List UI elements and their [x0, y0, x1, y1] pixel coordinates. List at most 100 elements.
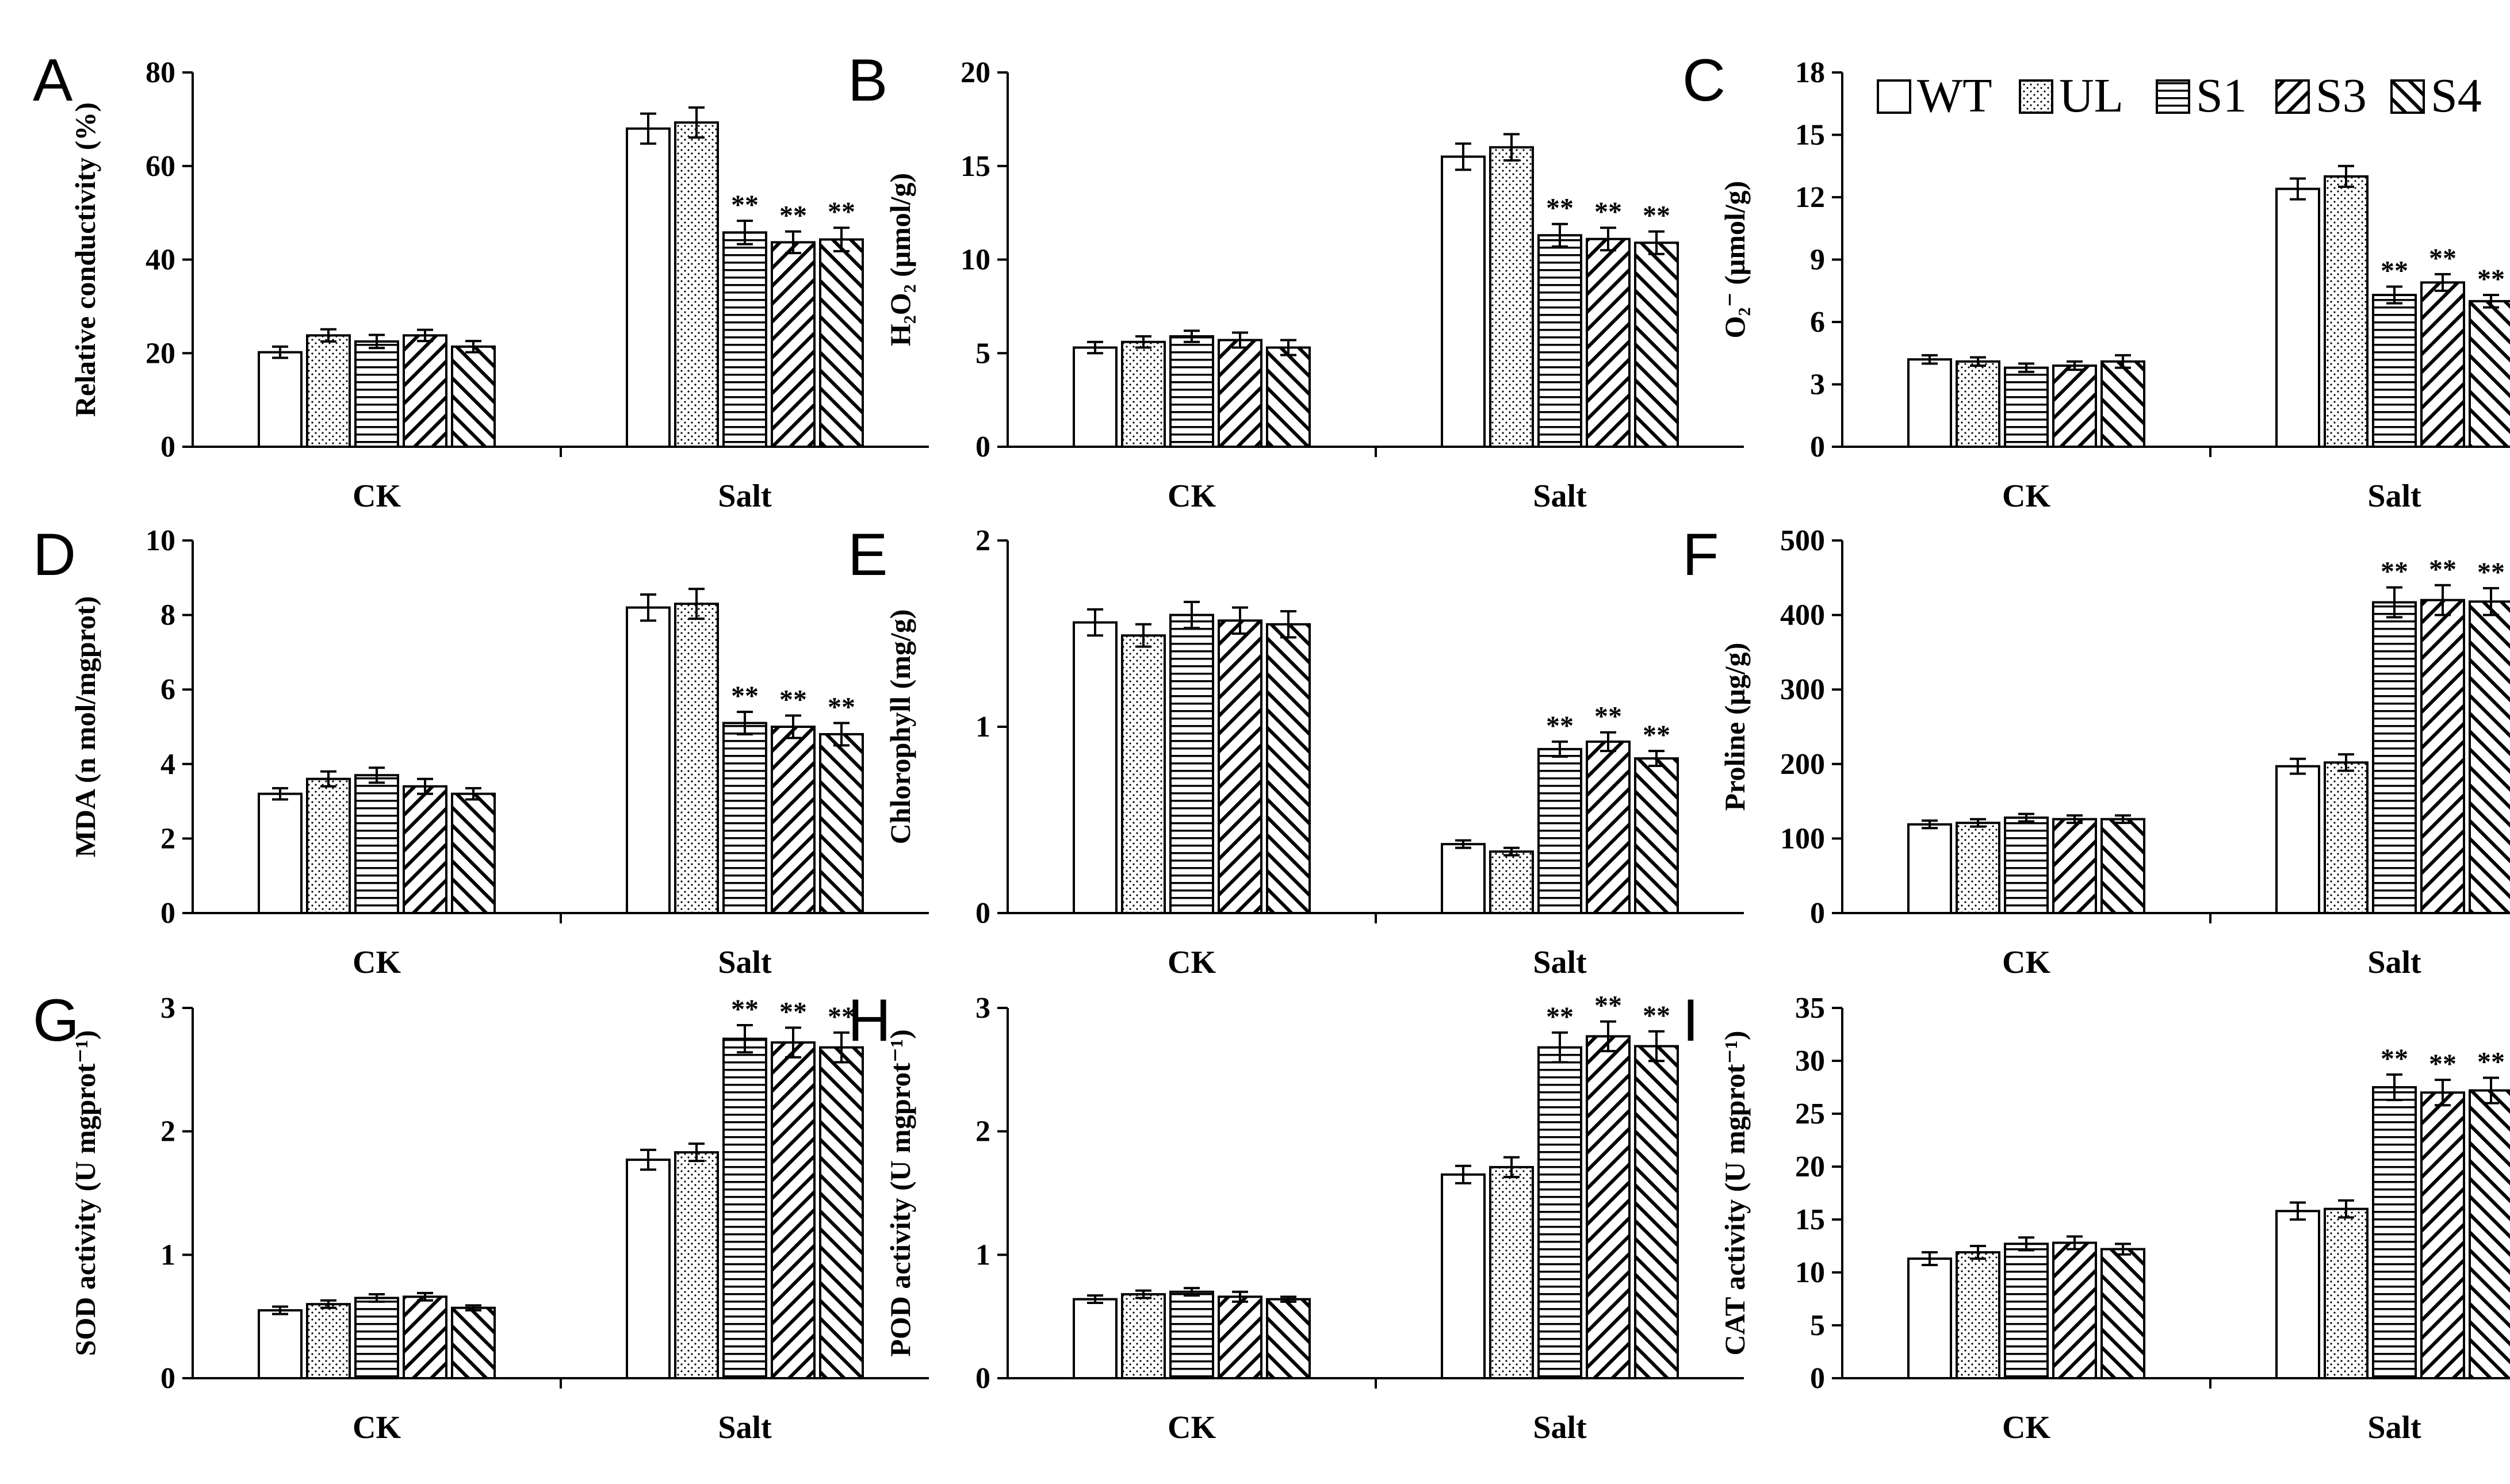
error-bar — [1970, 818, 1986, 828]
error-bar — [2018, 812, 2034, 823]
y-tick-label: 3 — [160, 992, 175, 1025]
error-bar — [640, 593, 656, 622]
bar-wt-ck — [258, 1309, 303, 1380]
significance-label: ** — [2381, 1044, 2408, 1074]
y-tick-label: 25 — [1795, 1098, 1825, 1130]
significance-label: ** — [2477, 1046, 2505, 1077]
bar-ul-salt — [2324, 1207, 2369, 1380]
bar-s3-ck — [1218, 619, 1262, 914]
bar-s3-ck — [2052, 818, 2097, 914]
bar-ul-ck — [306, 1303, 351, 1379]
x-category-label: CK — [2002, 1410, 2050, 1445]
error-bar — [1135, 1289, 1151, 1299]
bar-s3-salt — [1586, 1035, 1631, 1379]
bar-wt-ck — [258, 351, 303, 448]
x-category-label: Salt — [1533, 1410, 1587, 1445]
error-bar — [417, 1291, 433, 1302]
bar-s1-salt — [1537, 234, 1582, 448]
bar-s3-salt — [1586, 237, 1631, 448]
x-category-label: Salt — [718, 945, 772, 980]
bar-s4-ck — [2100, 1248, 2145, 1380]
bar-wt-ck — [1907, 823, 1952, 914]
error-bar — [1135, 623, 1151, 648]
error-bar — [369, 766, 385, 784]
x-category-label: Salt — [2367, 1410, 2421, 1445]
error-bar — [1280, 1295, 1296, 1303]
error-bar — [833, 1031, 850, 1064]
chart-panel-d: D 0 2 4 6 8 10 MDA (n mol/mgprot) CK Salt ** ** ** — [33, 521, 929, 980]
legend-swatch-s3 — [2275, 79, 2310, 114]
significance-label: ** — [828, 692, 855, 723]
bar-s3-salt — [2420, 1091, 2465, 1379]
x-category-label: CK — [1168, 945, 1216, 980]
bar-ul-ck — [1121, 634, 1166, 914]
bar-s3-salt — [771, 726, 816, 914]
error-bar — [2435, 273, 2451, 292]
legend: WT UL S1 S3 S4 — [1877, 69, 2482, 122]
legend-label-wt: WT — [1917, 69, 1992, 122]
bar-wt-salt — [626, 606, 671, 914]
error-bar — [1455, 839, 1471, 849]
error-bar — [2290, 757, 2306, 775]
x-category-label: Salt — [1533, 945, 1587, 980]
bar-s1-ck — [354, 1297, 399, 1379]
bar-s4-ck — [2100, 818, 2145, 914]
x-category-label: CK — [353, 945, 401, 980]
y-tick-label: 35 — [1795, 992, 1825, 1025]
error-bar — [272, 787, 288, 801]
bar-ul-ck — [306, 777, 351, 914]
bar-s1-ck — [2004, 816, 2049, 915]
y-tick-label: 0 — [160, 431, 175, 463]
bar-s3-ck — [403, 334, 447, 448]
bar-s3-salt — [1586, 740, 1631, 915]
error-bar — [1184, 600, 1200, 630]
bar-s1-salt — [722, 1037, 767, 1379]
panel-letter: H — [848, 987, 891, 1054]
x-category-label: CK — [1168, 478, 1216, 514]
error-bar — [737, 219, 753, 246]
bar-ul-ck — [1956, 360, 2000, 448]
error-bar — [1135, 335, 1151, 349]
bar-ul-salt — [674, 121, 719, 448]
significance-label: ** — [2477, 264, 2505, 294]
significance-label: ** — [1594, 197, 1622, 227]
y-tick-label: 0 — [1810, 1362, 1825, 1395]
panel-letter: B — [848, 47, 887, 114]
y-tick-label: 5 — [1810, 1309, 1825, 1342]
legend-label-s3: S3 — [2316, 69, 2367, 122]
panel-letter: G — [33, 987, 79, 1054]
y-tick-label: 1 — [975, 711, 990, 743]
y-tick-label: 4 — [160, 748, 175, 781]
error-bar — [1455, 142, 1471, 171]
y-axis-title: Proline (μg/g) — [1719, 643, 1751, 811]
x-category-label: Salt — [1533, 478, 1587, 514]
x-category-label: Salt — [2367, 945, 2421, 980]
bar-ul-ck — [1121, 340, 1166, 448]
bar-wt-ck — [258, 792, 303, 915]
error-bar — [417, 328, 433, 343]
significance-label: ** — [2381, 256, 2408, 286]
y-axis-title: H₂O₂ (μmol/g) — [884, 173, 916, 346]
error-bar — [1552, 1031, 1568, 1064]
error-bar — [2435, 1079, 2451, 1107]
y-tick-label: 5 — [975, 337, 990, 370]
bar-s3-ck — [403, 1295, 447, 1380]
panel-letter: C — [1682, 47, 1725, 114]
error-bar — [272, 1305, 288, 1316]
bar-ul-salt — [2324, 761, 2369, 914]
bar-s1-ck — [2004, 366, 2049, 448]
y-tick-label: 2 — [975, 524, 990, 557]
bar-wt-salt — [1441, 843, 1486, 914]
panel-letter: A — [33, 47, 73, 114]
error-bar — [1232, 331, 1248, 349]
error-bar — [2435, 584, 2451, 616]
bar-s4-ck — [451, 345, 496, 448]
legend-label-s1: S1 — [2196, 69, 2247, 122]
bar-s3-ck — [2052, 1241, 2097, 1379]
y-tick-label: 15 — [1795, 1203, 1825, 1236]
bar-ul-salt — [674, 1151, 719, 1380]
bar-wt-ck — [1907, 358, 1952, 448]
error-bar — [2018, 1236, 2034, 1252]
y-tick-label: 9 — [1810, 244, 1825, 277]
y-tick-label: 20 — [146, 337, 175, 370]
